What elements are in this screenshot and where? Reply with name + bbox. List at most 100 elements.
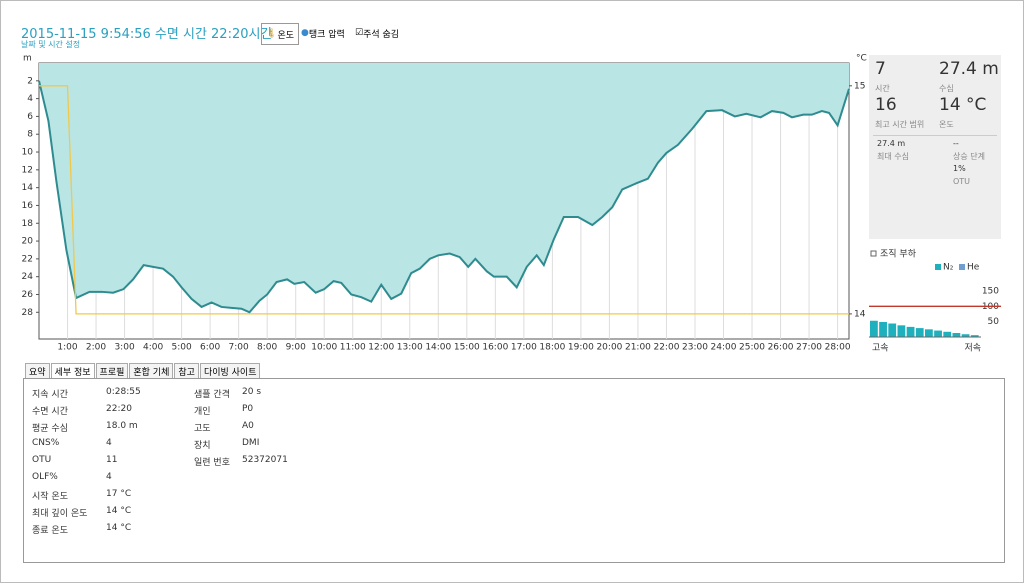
date-link[interactable]: 날짜 및 시간 설정 — [21, 40, 81, 49]
tissue-bar — [906, 326, 915, 337]
depth-line — [38, 80, 850, 314]
x-tick-label: 28:00 — [825, 343, 851, 353]
charts: 1:00 2:00 3:00 4:00 5:00 6:00 7:00 8:00 9:00 10:0… — [22, 54, 1001, 354]
detail-value: 18.0 m — [106, 421, 138, 431]
details-panel: 지속 시간 0:28:55 수면 시간 22:20 평균 수심 18.0 m CNS% 4 OT… — [23, 378, 1005, 563]
x-tick-label: 13:00 — [397, 343, 423, 353]
y-tick-label: 28 — [22, 308, 34, 318]
stat-value: 27.4 m — [877, 139, 906, 148]
stat-value: 16 — [875, 95, 897, 115]
tissue-bar — [870, 320, 878, 337]
stat-value: 14 °C — [939, 95, 987, 115]
tissue-bar — [897, 325, 906, 337]
stat-value: 7 — [875, 59, 886, 79]
tissue-bar — [934, 330, 942, 337]
x-tick-label: 25:00 — [739, 343, 765, 353]
divider — [873, 135, 997, 136]
y-tick-label: 6 — [27, 112, 33, 122]
detail-label: 종료 온도 — [32, 526, 68, 536]
detail-value: 0:28:55 — [106, 387, 141, 397]
x-tick-label: 14:00 — [425, 343, 451, 353]
legend-label: He — [967, 263, 980, 273]
x-tick-label: 24:00 — [711, 343, 737, 353]
x-tick-label: 22:00 — [653, 343, 679, 353]
y2-unit: °C — [856, 54, 867, 64]
x-tick-label: 27:00 — [796, 343, 822, 353]
x-tick-label: 19:00 — [568, 343, 594, 353]
detail-value: 11 — [106, 455, 118, 465]
x-tick-label: 11:00 — [340, 343, 366, 353]
tabs: 요약 세부 정보 프로필 혼합 기체 참고 다이빙 사이트 — [25, 363, 261, 379]
y-tick-label: 20 — [22, 237, 34, 247]
stat-label: 최대 수심 — [877, 152, 909, 161]
x-tick-label: 8:00 — [257, 343, 277, 353]
y-unit: m — [23, 54, 32, 64]
x-tick-label: 2:00 — [86, 343, 106, 353]
x-tick-label: 10:00 — [311, 343, 337, 353]
stat-label: 시간 — [875, 84, 890, 93]
tissue-bar — [888, 323, 897, 337]
y-tick-label: 150 — [982, 287, 999, 297]
x-tick-label: 5:00 — [171, 343, 191, 353]
legend-swatch — [935, 264, 941, 270]
y2-tick-label: 14 — [854, 309, 866, 319]
label: 탱크 압력 — [308, 29, 345, 40]
pressure-toggle[interactable]: ● 탱크 압력 — [301, 28, 345, 40]
detail-value: 17 °C — [106, 489, 132, 499]
x-end-label: 저속 — [964, 343, 981, 354]
x-tick-label: 18:00 — [539, 343, 565, 353]
y-tick-label: 24 — [22, 272, 34, 282]
tissue-bar — [961, 334, 970, 337]
detail-label: 개인 — [194, 407, 211, 417]
detail-label: 샘플 간격 — [194, 390, 230, 400]
detail-label: 장치 — [194, 441, 211, 451]
y-tick-label: 8 — [27, 130, 33, 140]
tab[interactable]: 혼합 기체 — [129, 363, 174, 379]
x-tick-label: 3:00 — [114, 343, 134, 353]
tissue-bar — [925, 329, 933, 337]
tissue-bar — [915, 328, 924, 337]
detail-value: 14 °C — [106, 523, 132, 533]
tab[interactable]: 요약 — [25, 363, 50, 379]
tissue-bar — [879, 321, 887, 337]
tissue-bar — [952, 333, 961, 337]
y-tick-label: 2 — [27, 76, 33, 86]
y-tick-label: 22 — [22, 254, 33, 264]
detail-label: 평균 수심 — [32, 424, 68, 434]
stats-panel: 7 시간 27.4 m 수심 16 최고 시간 범위 14 °C 온도 27.4 m 최대 수심 -… — [869, 55, 1001, 239]
x-tick-label: 17:00 — [511, 343, 537, 353]
tab[interactable]: 다이빙 사이트 — [199, 363, 261, 379]
detail-label: 지속 시간 — [32, 390, 68, 400]
detail-label: 고도 — [194, 424, 211, 434]
y-tick-label: 14 — [22, 183, 34, 193]
notes-toggle[interactable]: ☑ 주석 숨김 — [355, 28, 400, 40]
y-tick-label: 10 — [22, 148, 34, 158]
y-tick-label: 12 — [22, 165, 33, 175]
temp-toggle[interactable]: 🌡 온도 — [261, 23, 299, 45]
y-tick-label: 18 — [22, 219, 34, 229]
x-tick-label: 16:00 — [482, 343, 508, 353]
tab[interactable]: 프로필 — [95, 363, 129, 379]
x-tick-label: 12:00 — [368, 343, 394, 353]
tab[interactable]: 세부 정보 — [50, 363, 95, 379]
legend-label: N₂ — [943, 263, 954, 273]
label: 주석 숨김 — [363, 29, 400, 40]
detail-label: OTU — [32, 455, 52, 465]
x-tick-label: 6:00 — [200, 343, 220, 353]
x-tick-label: 15:00 — [454, 343, 480, 353]
stat-value: 1% — [953, 164, 966, 173]
stat-label: 온도 — [939, 120, 954, 129]
stat-value: -- — [953, 139, 959, 148]
detail-label: OLF% — [32, 472, 58, 482]
depth-area — [39, 63, 849, 313]
tissue-title: 조직 부하 — [880, 249, 917, 260]
detail-value: 22:20 — [106, 404, 132, 414]
x-tick-label: 9:00 — [286, 343, 306, 353]
detail-label: 수면 시간 — [32, 407, 68, 417]
x-tick-label: 21:00 — [625, 343, 651, 353]
y2-tick-label: 15 — [854, 81, 865, 91]
legend-swatch — [959, 264, 965, 270]
dive-title: 2015-11-15 9:54:56 수면 시간 22:20시간 — [21, 27, 273, 42]
tab[interactable]: 참고 — [174, 363, 199, 379]
